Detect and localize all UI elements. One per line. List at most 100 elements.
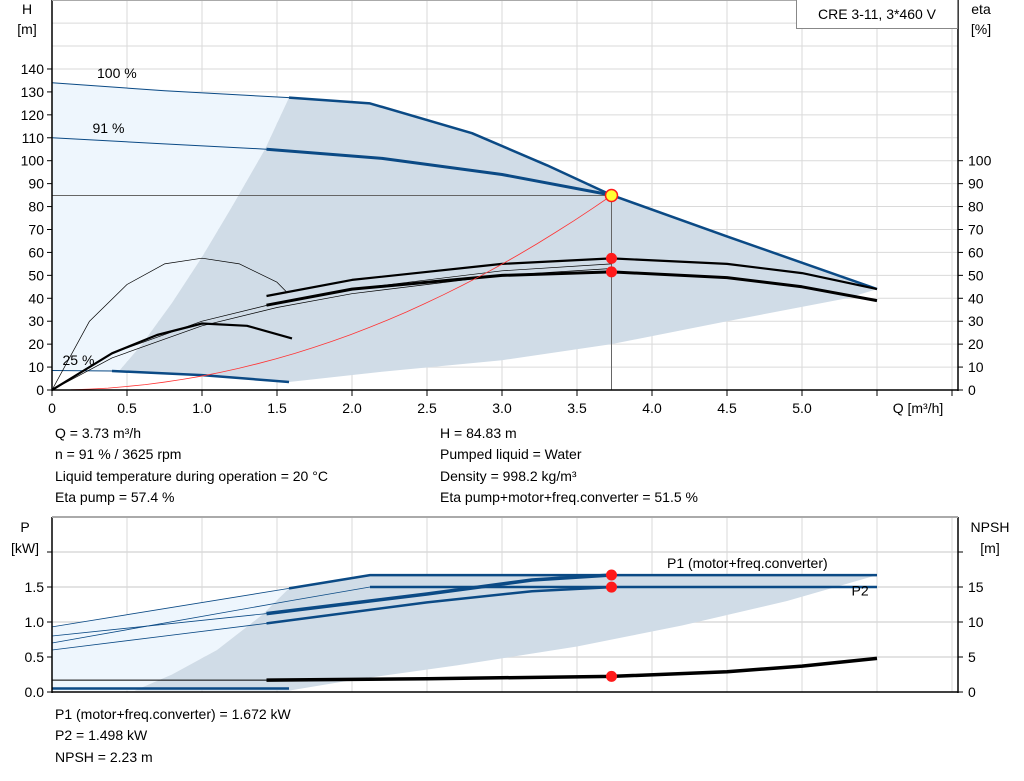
region-light bbox=[52, 82, 289, 371]
y-tick-label: 20 bbox=[28, 336, 44, 352]
info-eta-pump: Eta pump = 57.4 % bbox=[55, 488, 175, 505]
y-tick-label: 110 bbox=[22, 130, 45, 146]
region-light bbox=[52, 588, 289, 691]
curve-eta-thin-2 bbox=[51, 268, 612, 391]
x-tick-label: 2.5 bbox=[417, 400, 437, 416]
curve-p2-100-thin bbox=[51, 586, 371, 644]
info-speed: n = 91 % / 3625 rpm bbox=[55, 446, 182, 463]
p-tick-label: 1.0 bbox=[25, 614, 45, 630]
info-npsh: NPSH = 2.23 m bbox=[55, 748, 153, 765]
series-label: P2 bbox=[852, 582, 869, 598]
speed-label: 100 % bbox=[97, 65, 137, 81]
info-eta-total: Eta pump+motor+freq.converter = 51.5 % bbox=[440, 488, 698, 505]
p-tick-label: 1.5 bbox=[25, 579, 45, 595]
series-label: P1 (motor+freq.converter) bbox=[667, 555, 828, 571]
npsh-tick-label: 0 bbox=[968, 684, 976, 700]
x-tick-label: 4.5 bbox=[717, 400, 737, 416]
y-tick-label: 10 bbox=[28, 359, 44, 375]
curve-p2-91 bbox=[266, 585, 612, 625]
speed-label: 25 % bbox=[63, 352, 95, 368]
curve-h100 bbox=[288, 96, 878, 291]
eta-tick-label: 50 bbox=[968, 267, 984, 283]
y-tick-label: 140 bbox=[21, 61, 45, 77]
y-tick-label: 30 bbox=[28, 313, 44, 329]
y-tick-label: 90 bbox=[28, 176, 44, 192]
info-bottom: P1 (motor+freq.converter) = 1.672 kW P2 … bbox=[55, 704, 291, 768]
curve-eta-thin-arc bbox=[51, 257, 287, 391]
curve-p1-91-thin bbox=[51, 613, 267, 637]
curve-p1-91 bbox=[266, 573, 612, 616]
info-right: H = 84.83 m Pumped liquid = Water Densit… bbox=[440, 423, 698, 508]
curve-npsh bbox=[266, 656, 878, 682]
curve-h25 bbox=[111, 369, 290, 384]
h-axis-label: H bbox=[22, 1, 32, 17]
operating-point bbox=[604, 188, 619, 203]
info-liquid: Pumped liquid = Water bbox=[440, 446, 582, 463]
p2-point bbox=[606, 581, 617, 593]
curve-h91-thin bbox=[51, 137, 267, 150]
y-tick-label: 70 bbox=[28, 221, 44, 237]
x-tick-label: 1.0 bbox=[192, 400, 212, 416]
x-tick-label: 2.0 bbox=[342, 400, 362, 416]
y-tick-label: 0 bbox=[36, 382, 44, 398]
eta-tick-label: 40 bbox=[968, 290, 984, 306]
y-tick-label: 130 bbox=[21, 84, 45, 100]
p-tick-label: 0.0 bbox=[25, 684, 45, 700]
p1-point bbox=[606, 569, 617, 581]
eta-axis-unit: [%] bbox=[971, 21, 991, 37]
curve-p1-100-thin bbox=[51, 588, 290, 628]
eta-tick-label: 80 bbox=[968, 199, 984, 215]
eta-total-point bbox=[606, 266, 617, 278]
eta-tick-label: 90 bbox=[968, 176, 984, 192]
info-temperature: Liquid temperature during operation = 20… bbox=[55, 467, 328, 484]
eta-axis-label: eta bbox=[971, 1, 991, 17]
npsh-point bbox=[606, 670, 617, 682]
x-tick-label: 5.0 bbox=[792, 400, 812, 416]
x-tick-label: 1.5 bbox=[267, 400, 287, 416]
info-density: Density = 998.2 kg/m³ bbox=[440, 467, 577, 484]
x-tick-label: 3.5 bbox=[567, 400, 587, 416]
curve-eta-thin-1 bbox=[51, 263, 612, 391]
system-curve bbox=[51, 195, 612, 391]
info-left: Q = 3.73 m³/h n = 91 % / 3625 rpm Liquid… bbox=[55, 423, 328, 508]
npsh-tick-label: 5 bbox=[968, 649, 976, 665]
y-tick-label: 50 bbox=[28, 267, 44, 283]
eta-tick-label: 100 bbox=[968, 153, 992, 169]
info-p2: P2 = 1.498 kW bbox=[55, 727, 148, 744]
eta-tick-label: 30 bbox=[968, 313, 984, 329]
eta-tick-label: 10 bbox=[968, 359, 984, 375]
pump-model-box: CRE 3-11, 3*460 V bbox=[796, 0, 958, 29]
npsh-tick-label: 15 bbox=[968, 579, 984, 595]
h-axis-unit: [m] bbox=[17, 21, 36, 37]
x-tick-label: 4.0 bbox=[642, 400, 662, 416]
eta-tick-label: 20 bbox=[968, 336, 984, 352]
p-axis-label: P bbox=[20, 519, 29, 535]
y-tick-label: 120 bbox=[21, 107, 45, 123]
p-axis-unit: [kW] bbox=[11, 540, 39, 556]
y-tick-label: 60 bbox=[28, 244, 44, 260]
x-tick-label: 0 bbox=[48, 400, 56, 416]
p-tick-label: 0.5 bbox=[25, 649, 45, 665]
npsh-axis-label: NPSH bbox=[971, 519, 1010, 535]
x-tick-label: 3.0 bbox=[492, 400, 512, 416]
info-flow: Q = 3.73 m³/h bbox=[55, 425, 141, 441]
region-dark bbox=[134, 575, 877, 691]
npsh-tick-label: 10 bbox=[968, 614, 984, 630]
y-tick-label: 100 bbox=[21, 153, 45, 169]
info-p1: P1 (motor+freq.converter) = 1.672 kW bbox=[55, 706, 291, 722]
curve-h100-thin bbox=[51, 82, 290, 99]
y-tick-label: 40 bbox=[28, 290, 44, 306]
curve-h91 bbox=[266, 147, 612, 197]
y-tick-label: 80 bbox=[28, 199, 44, 215]
curve-p2-91-thin bbox=[51, 623, 267, 651]
eta-tick-label: 70 bbox=[968, 221, 984, 237]
eta-tick-label: 60 bbox=[968, 244, 984, 260]
curve-p1-100 bbox=[288, 573, 877, 590]
eta-tick-label: 0 bbox=[968, 382, 976, 398]
eta-pump-point bbox=[606, 252, 617, 264]
npsh-axis-unit: [m] bbox=[980, 540, 999, 556]
x-tick-label: 0.5 bbox=[117, 400, 137, 416]
speed-label: 91 % bbox=[93, 120, 125, 136]
x-axis-label: Q [m³/h] bbox=[893, 400, 944, 416]
